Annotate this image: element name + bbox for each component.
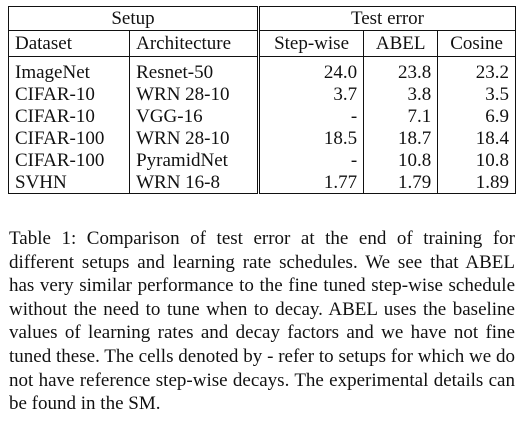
cell-dataset: CIFAR-10 (9, 83, 130, 105)
table-row: CIFAR-100 PyramidNet - 10.8 10.8 (9, 149, 516, 171)
cell-abel: 10.8 (364, 149, 438, 171)
column-header-architecture: Architecture (130, 31, 259, 57)
table-row: CIFAR-100 WRN 28-10 18.5 18.7 18.4 (9, 127, 516, 149)
column-header-step-wise: Step-wise (258, 31, 363, 57)
cell-step-wise: 24.0 (258, 57, 363, 84)
cell-step-wise: 18.5 (258, 127, 363, 149)
cell-cosine: 18.4 (438, 127, 516, 149)
table-row: CIFAR-10 WRN 28-10 3.7 3.8 3.5 (9, 83, 516, 105)
cell-abel: 7.1 (364, 105, 438, 127)
table-row: SVHN WRN 16-8 1.77 1.79 1.89 (9, 171, 516, 194)
results-table-container: Setup Test error Dataset Architecture St… (8, 6, 516, 194)
caption-label: Table 1: (9, 228, 76, 249)
cell-cosine: 1.89 (438, 171, 516, 194)
table-row: ImageNet Resnet-50 24.0 23.8 23.2 (9, 57, 516, 84)
results-table: Setup Test error Dataset Architecture St… (8, 6, 516, 194)
cell-architecture: WRN 16-8 (130, 171, 259, 194)
cell-dataset: CIFAR-100 (9, 127, 130, 149)
cell-dataset: ImageNet (9, 57, 130, 84)
cell-dataset: CIFAR-10 (9, 105, 130, 127)
cell-step-wise: 1.77 (258, 171, 363, 194)
caption-text: Comparison of test error at the end of t… (9, 228, 515, 414)
cell-step-wise: 3.7 (258, 83, 363, 105)
cell-cosine: 10.8 (438, 149, 516, 171)
cell-abel: 1.79 (364, 171, 438, 194)
column-header-cosine: Cosine (438, 31, 516, 57)
column-header-row: Dataset Architecture Step-wise ABEL Cosi… (9, 31, 516, 57)
cell-architecture: PyramidNet (130, 149, 259, 171)
cell-step-wise: - (258, 105, 363, 127)
cell-cosine: 23.2 (438, 57, 516, 84)
cell-abel: 18.7 (364, 127, 438, 149)
cell-abel: 3.8 (364, 83, 438, 105)
cell-dataset: SVHN (9, 171, 130, 194)
table-row: CIFAR-10 VGG-16 - 7.1 6.9 (9, 105, 516, 127)
column-header-dataset: Dataset (9, 31, 130, 57)
cell-dataset: CIFAR-100 (9, 149, 130, 171)
group-header-row: Setup Test error (9, 7, 516, 31)
cell-architecture: WRN 28-10 (130, 127, 259, 149)
cell-architecture: Resnet-50 (130, 57, 259, 84)
cell-cosine: 3.5 (438, 83, 516, 105)
cell-abel: 23.8 (364, 57, 438, 84)
group-header-setup: Setup (9, 7, 259, 31)
table-caption: Table 1: Comparison of test error at the… (9, 227, 515, 416)
group-header-test-error: Test error (258, 7, 515, 31)
cell-cosine: 6.9 (438, 105, 516, 127)
cell-architecture: VGG-16 (130, 105, 259, 127)
cell-architecture: WRN 28-10 (130, 83, 259, 105)
cell-step-wise: - (258, 149, 363, 171)
column-header-abel: ABEL (364, 31, 438, 57)
